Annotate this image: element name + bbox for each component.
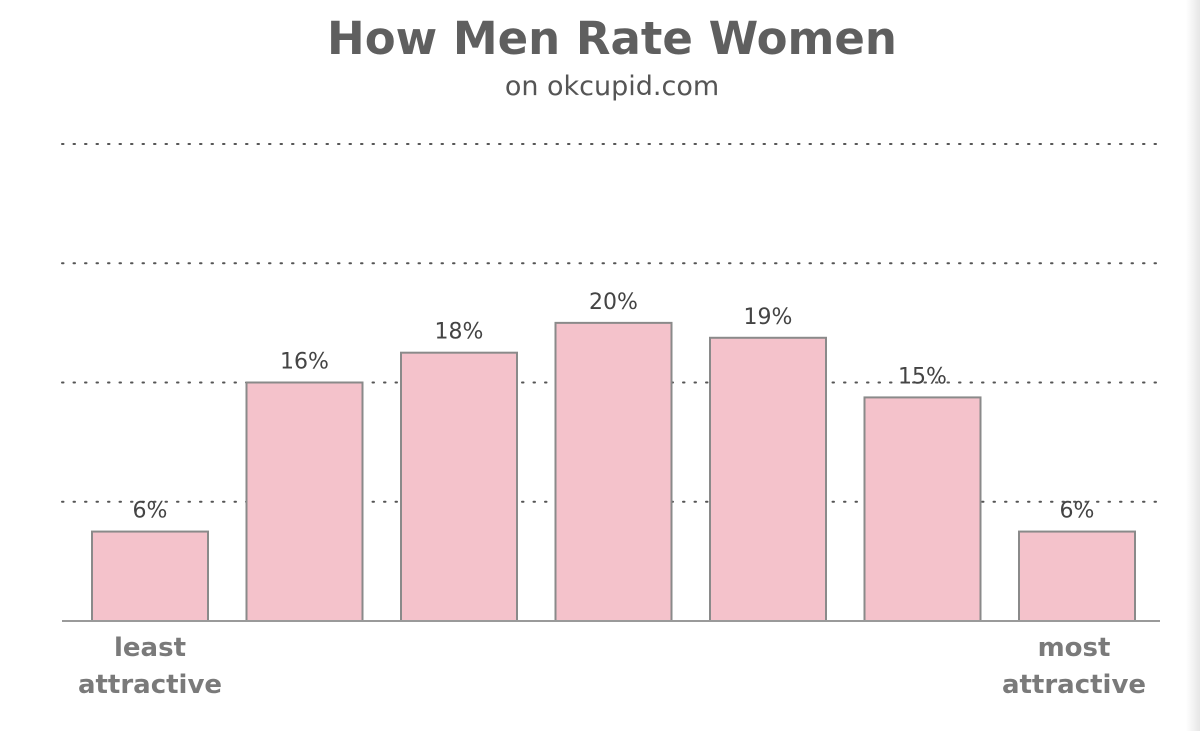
chart-subtitle: on okcupid.com <box>504 71 720 102</box>
data-label: 20% <box>589 290 638 315</box>
chart-title: How Men Rate Women <box>327 12 897 65</box>
data-label: 18% <box>435 320 484 345</box>
bar <box>554 321 673 622</box>
x-axis-left-label-line1: least <box>114 633 186 663</box>
frame-edge <box>1186 0 1200 731</box>
data-label: 15% <box>898 364 947 389</box>
x-axis-right-label-line1: most <box>1037 633 1111 663</box>
x-axis-right-label: most attractive <box>974 630 1174 704</box>
data-label: 19% <box>744 305 793 330</box>
bar <box>91 530 209 622</box>
data-label: 6% <box>1060 499 1095 524</box>
bar <box>400 351 518 622</box>
x-axis-left-label-line2: attractive <box>77 670 223 700</box>
data-label: 6% <box>133 499 168 524</box>
x-axis-left-label: least attractive <box>50 630 250 704</box>
bar <box>245 381 364 622</box>
data-label: 16% <box>280 350 329 375</box>
x-axis-right-label-line2: attractive <box>1001 670 1147 700</box>
bar <box>863 396 982 622</box>
bar <box>709 336 827 622</box>
bar <box>1018 530 1136 622</box>
